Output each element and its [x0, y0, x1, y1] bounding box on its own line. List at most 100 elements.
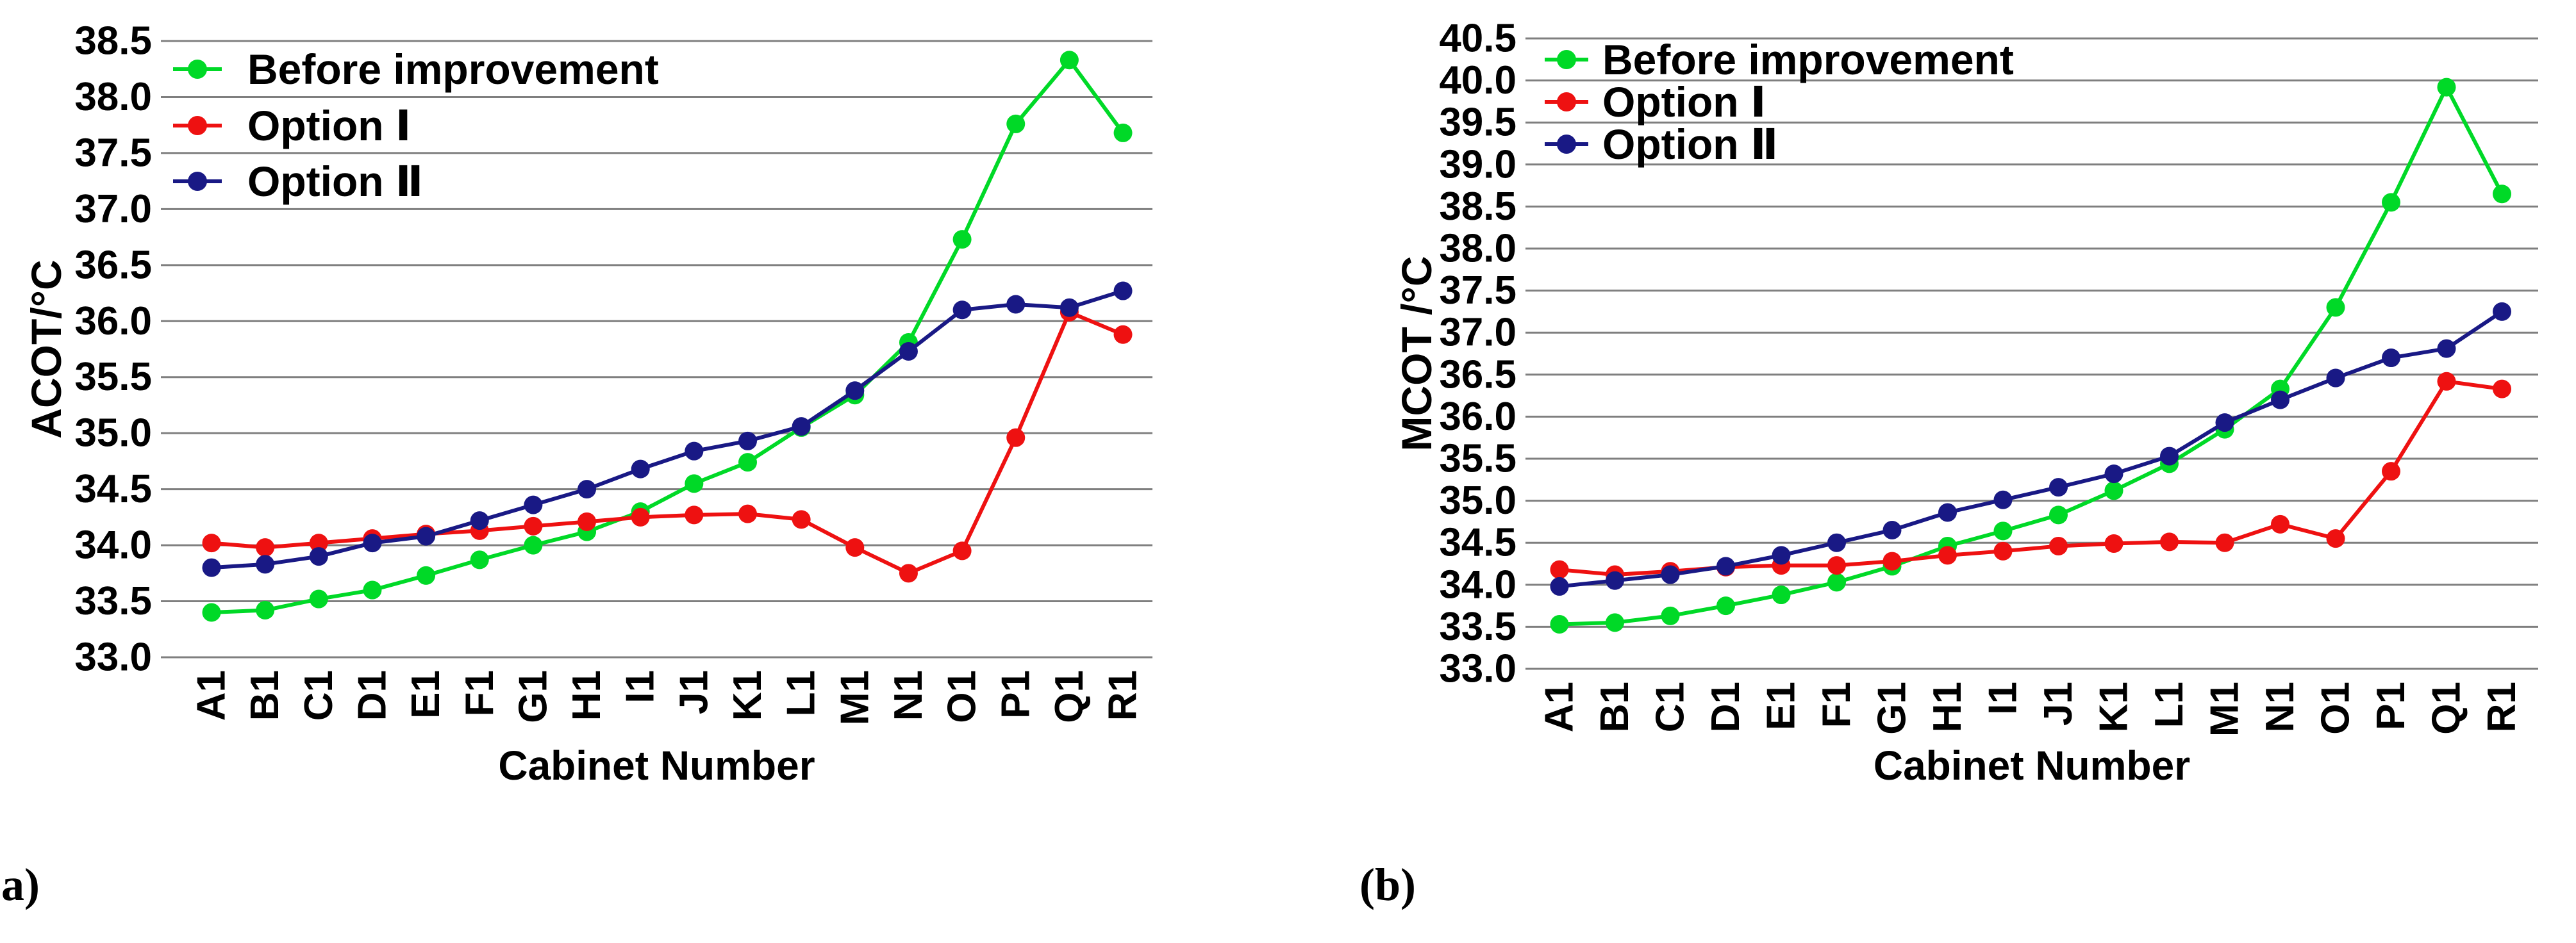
data-point-marker [524, 536, 543, 555]
data-point-marker [2160, 447, 2179, 466]
y-tick-label: 36.0 [1439, 395, 1517, 439]
data-point-marker [952, 541, 972, 561]
x-tick-label: D1 [350, 670, 394, 721]
y-tick-label: 38.0 [74, 75, 152, 119]
y-tick-label: 36.5 [74, 243, 152, 287]
data-point-marker [1550, 560, 1569, 579]
data-point-marker [792, 510, 811, 529]
x-tick-label: F1 [1815, 682, 1859, 728]
data-point-marker [738, 431, 757, 450]
legend-swatch-dot [188, 60, 207, 79]
data-point-marker [309, 547, 328, 566]
data-point-marker [1006, 295, 1026, 314]
data-point-marker [1059, 51, 1079, 70]
chart-b-canvas: 40.540.039.539.038.538.037.537.036.536.0… [1393, 17, 2538, 789]
y-tick-label: 34.5 [1439, 521, 1517, 565]
x-tick-label: H1 [1925, 682, 1970, 732]
y-tick-label: 35.0 [74, 411, 152, 455]
y-tick-label: 33.5 [74, 579, 152, 623]
data-point-marker [2326, 298, 2345, 317]
series-line [1559, 85, 2504, 627]
data-point-marker [309, 534, 328, 553]
x-tick-label: O1 [2314, 682, 2358, 735]
legend-label: Option Ⅰ [247, 102, 411, 149]
data-point-marker [578, 480, 597, 499]
y-axis-title: ACOT/°C [22, 259, 70, 438]
data-point-marker [792, 417, 811, 436]
data-point-marker [1113, 281, 1133, 300]
data-point-marker [2271, 514, 2289, 534]
data-point-marker [1938, 546, 1957, 565]
data-point-marker [2271, 390, 2289, 409]
data-point-marker [2437, 372, 2456, 391]
data-point-marker [2049, 478, 2068, 497]
x-tick-label: E1 [404, 670, 448, 719]
legend-label: Before improvement [247, 45, 659, 93]
data-point-marker [1827, 573, 1846, 592]
series-line [1559, 309, 2504, 589]
y-tick-label: 34.0 [74, 523, 152, 568]
y-tick-label: 35.5 [74, 355, 152, 399]
data-point-marker [1993, 541, 2013, 561]
data-point-marker [1827, 556, 1846, 575]
data-point-marker [2160, 532, 2179, 552]
data-point-marker [2215, 533, 2234, 552]
data-point-marker [2437, 339, 2456, 358]
y-tick-label: 38.0 [1439, 227, 1517, 271]
x-tick-label: G1 [511, 670, 555, 723]
chart-panel-b: 40.5 40.0 39.5 39.0 38.5 38.0 37.5 37.0 36.5 36.0… [1288, 0, 2576, 943]
y-tick-label: 37.0 [1439, 311, 1517, 355]
y-tick-label: 37.0 [74, 187, 152, 231]
x-tick-label: K1 [726, 670, 770, 721]
legend-label: Option Ⅱ [247, 158, 423, 205]
data-point-marker [1550, 577, 1569, 596]
data-point-marker [685, 474, 704, 493]
data-point-marker [685, 441, 704, 461]
data-point-marker [1993, 521, 2013, 541]
data-point-marker [685, 505, 704, 525]
data-point-marker [256, 555, 275, 574]
data-point-marker [1661, 606, 1680, 625]
x-tick-label: H1 [565, 670, 609, 721]
data-point-marker [2493, 184, 2511, 204]
x-tick-label: Q1 [1047, 670, 1092, 723]
x-tick-label: A1 [1538, 682, 1582, 732]
x-tick-label: B1 [1593, 682, 1637, 732]
y-tick-label: 37.5 [1439, 268, 1517, 313]
data-point-marker [1113, 325, 1133, 344]
panel-label-b: (b) [1359, 859, 1416, 910]
data-point-marker [1606, 613, 1624, 632]
y-tick-label: 36.5 [1439, 352, 1517, 397]
y-tick-label: 40.5 [1439, 17, 1517, 61]
data-point-marker [256, 601, 275, 620]
series-line [211, 310, 1124, 575]
y-tick-label: 40.0 [1439, 58, 1517, 102]
x-tick-label: C1 [1649, 682, 1693, 732]
y-tick-label: 34.0 [1439, 562, 1517, 607]
data-point-marker [1772, 586, 1791, 605]
data-point-marker [202, 603, 221, 622]
chart-panel-a: 38.5 38.0 37.5 37.0 36.5 36.0 35.5 35.0 34.5 34.0… [0, 19, 1152, 910]
x-tick-label: E1 [1759, 682, 1804, 730]
data-point-marker [202, 534, 221, 553]
data-point-marker [845, 538, 865, 557]
y-tick-label: 39.5 [1439, 101, 1517, 145]
data-point-marker [2104, 464, 2123, 484]
x-tick-label: M1 [833, 670, 877, 725]
data-point-marker [2104, 534, 2123, 554]
data-point-marker [2049, 536, 2068, 555]
legend-swatch-dot [1557, 92, 1576, 111]
data-point-marker [256, 538, 275, 557]
data-point-marker [845, 381, 865, 400]
data-point-marker [2104, 481, 2123, 500]
data-point-marker [1006, 114, 1026, 133]
x-tick-label: N1 [2258, 682, 2302, 732]
data-point-marker [2382, 193, 2400, 212]
x-axis-title: Cabinet Number [1874, 742, 2190, 789]
data-point-marker [899, 564, 918, 583]
data-point-marker [2437, 78, 2456, 97]
series-line [1559, 379, 2502, 577]
data-point-marker [417, 527, 436, 546]
y-tick-label: 33.0 [1439, 647, 1517, 691]
data-point-marker [1606, 571, 1624, 590]
